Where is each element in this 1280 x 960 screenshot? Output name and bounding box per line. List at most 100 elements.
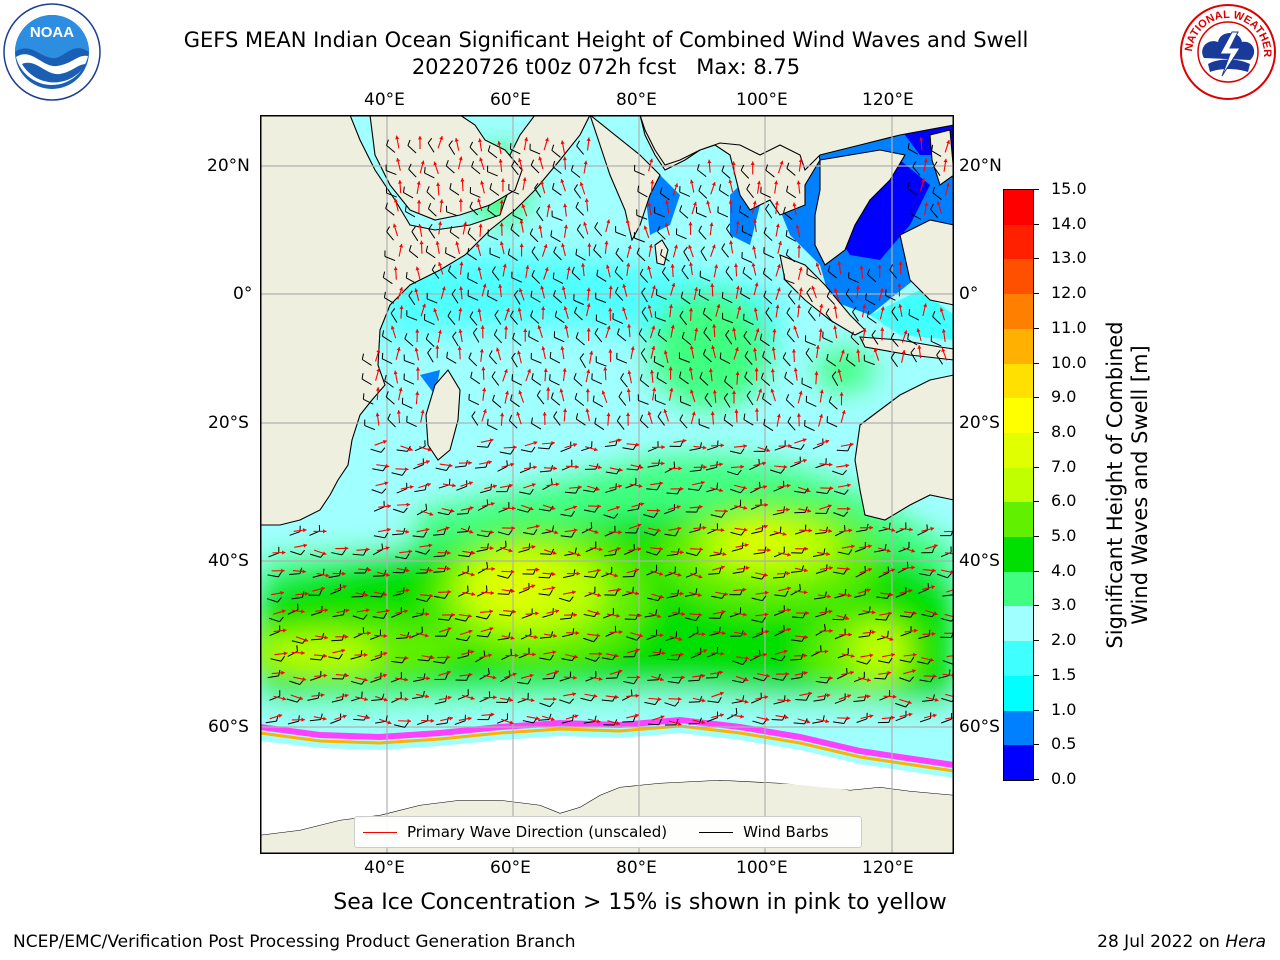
wave-direction-arrow	[622, 307, 628, 320]
wave-direction-arrow	[711, 713, 724, 719]
colorbar-tick-label: 15.0	[1051, 179, 1087, 198]
right-lat-label: 60°S	[959, 717, 1000, 737]
wind-barb	[530, 159, 540, 174]
wave-direction-arrow	[816, 551, 830, 556]
wave-direction-arrow	[313, 549, 327, 556]
wave-direction-arrow	[440, 716, 454, 722]
wave-direction-arrow	[752, 347, 757, 361]
wave-direction-arrow	[437, 566, 451, 571]
wave-direction-arrow	[755, 590, 769, 595]
wave-direction-arrow	[498, 158, 503, 172]
wave-direction-arrow	[711, 528, 725, 533]
wave-direction-arrow	[754, 328, 760, 341]
wind-barb	[573, 294, 585, 306]
wave-direction-arrow	[668, 387, 674, 401]
wind-barb	[553, 246, 562, 261]
wave-direction-arrow	[457, 156, 463, 170]
wave-direction-arrow	[273, 628, 287, 633]
wave-direction-arrow	[442, 483, 456, 488]
wave-direction-arrow	[589, 676, 603, 681]
wave-direction-arrow	[649, 325, 656, 339]
wave-direction-arrow	[728, 200, 733, 214]
wave-direction-arrow	[794, 590, 808, 595]
wave-direction-arrow	[543, 697, 557, 702]
wind-barbs-legend-label: Wind Barbs	[743, 823, 829, 841]
wind-barb	[427, 202, 437, 217]
wave-direction-arrow	[543, 633, 557, 638]
wind-barb	[615, 226, 627, 237]
wave-direction-arrow	[882, 526, 896, 532]
wave-direction-arrow	[673, 438, 687, 443]
wave-direction-arrow	[901, 330, 908, 343]
wave-direction-arrow	[479, 157, 485, 171]
wind-barb	[576, 224, 585, 239]
wind-barb	[518, 582, 530, 594]
wind-barb	[723, 413, 734, 427]
wind-barb	[516, 678, 532, 685]
wind-barb	[688, 695, 703, 703]
wave-direction-arrow	[543, 650, 557, 655]
wave-direction-arrow	[688, 244, 694, 258]
wind-barb	[575, 332, 585, 346]
wave-direction-arrow	[481, 283, 487, 297]
wind-barb	[575, 248, 586, 261]
wave-direction-arrow	[838, 593, 852, 598]
wind-barb	[497, 713, 508, 724]
colorbar-tick-mark	[1033, 709, 1039, 711]
wave-direction-arrow	[417, 135, 423, 149]
wave-direction-arrow	[586, 287, 591, 301]
wind-barb	[354, 567, 368, 574]
wave-direction-arrow	[477, 266, 483, 280]
wind-barb	[759, 333, 770, 347]
wave-direction-arrow	[355, 696, 369, 702]
wave-direction-arrow	[481, 502, 495, 507]
wave-direction-arrow	[480, 545, 494, 551]
wind-barb	[468, 352, 478, 367]
wave-direction-arrow	[857, 677, 871, 682]
wind-barb	[801, 377, 813, 389]
wind-barb	[615, 247, 624, 263]
wave-direction-arrow	[601, 390, 608, 404]
wind-barb	[406, 415, 417, 427]
wind-barb	[595, 314, 607, 326]
colorbar-segment	[1004, 502, 1033, 538]
wind-barb	[785, 249, 796, 263]
wind-barb	[475, 613, 491, 620]
wave-direction-arrow	[833, 287, 840, 301]
wave-direction-arrow	[480, 180, 485, 194]
wave-direction-arrow	[332, 648, 346, 654]
wave-direction-arrow	[794, 567, 808, 573]
wave-direction-arrow	[882, 568, 896, 574]
wave-direction-arrow	[546, 609, 560, 614]
wave-direction-arrow	[690, 389, 696, 403]
wind-barb	[508, 183, 520, 195]
wave-direction-arrow	[791, 348, 797, 363]
wave-direction-arrow	[651, 593, 665, 599]
wind-barb	[571, 266, 581, 281]
wave-direction-arrow	[776, 671, 790, 677]
wave-direction-arrow	[879, 306, 885, 320]
wave-direction-arrow	[271, 568, 285, 573]
wave-direction-arrow	[376, 463, 390, 469]
wind-barb	[690, 647, 702, 659]
wind-barb	[267, 597, 282, 603]
wind-barb	[786, 185, 797, 199]
wind-barb	[382, 271, 393, 285]
wind-barb	[688, 717, 702, 725]
wave-direction-arrow	[756, 388, 763, 402]
wind-barb	[538, 505, 554, 512]
wave-direction-arrow	[630, 346, 635, 360]
wind-barb	[661, 266, 670, 282]
wave-direction-arrow	[917, 345, 922, 359]
wind-barb	[763, 247, 775, 259]
wave-direction-arrow	[480, 438, 494, 443]
wave-direction-arrow	[355, 592, 369, 597]
wind-barb	[573, 184, 582, 199]
wind-barb	[455, 635, 471, 642]
wave-direction-arrow	[943, 158, 948, 172]
wind-barb	[411, 626, 423, 638]
wind-barb	[771, 675, 787, 681]
wave-direction-arrow	[541, 346, 546, 360]
wave-direction-arrow	[754, 484, 768, 490]
wave-direction-arrow	[312, 586, 326, 592]
